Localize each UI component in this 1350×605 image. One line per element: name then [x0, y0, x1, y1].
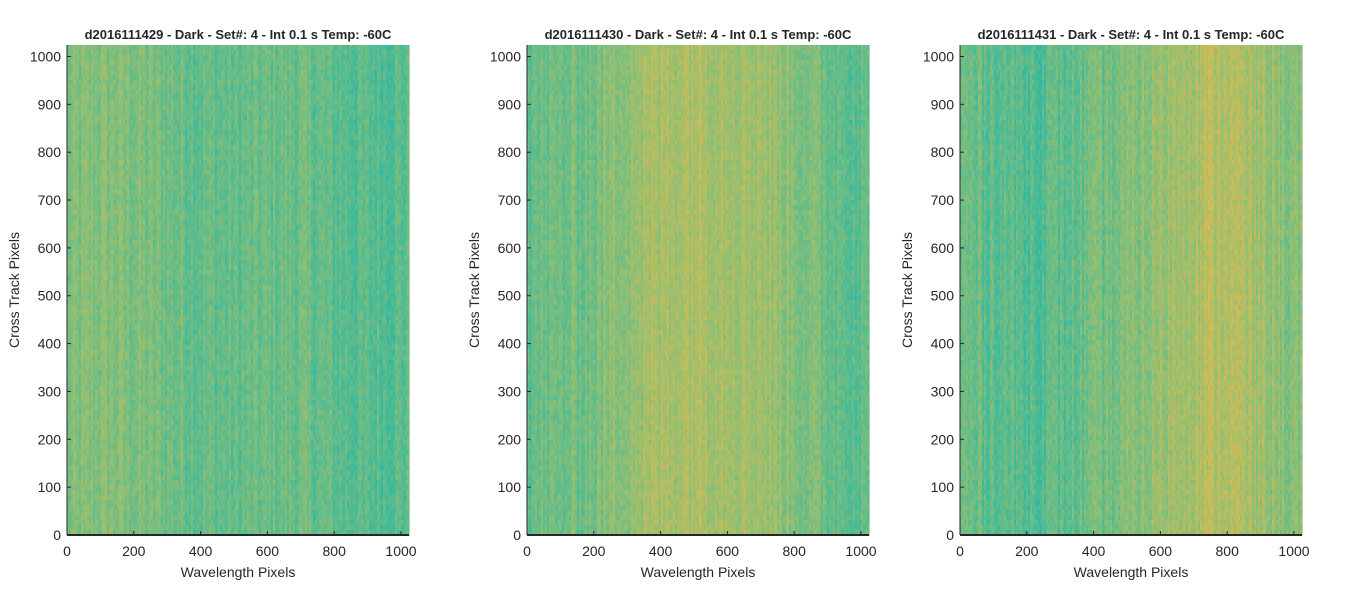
heatmap-panel-1: 0 200 400 600 800 100001002003004005006007008…	[6, 27, 417, 580]
heatmap-image	[67, 45, 410, 536]
